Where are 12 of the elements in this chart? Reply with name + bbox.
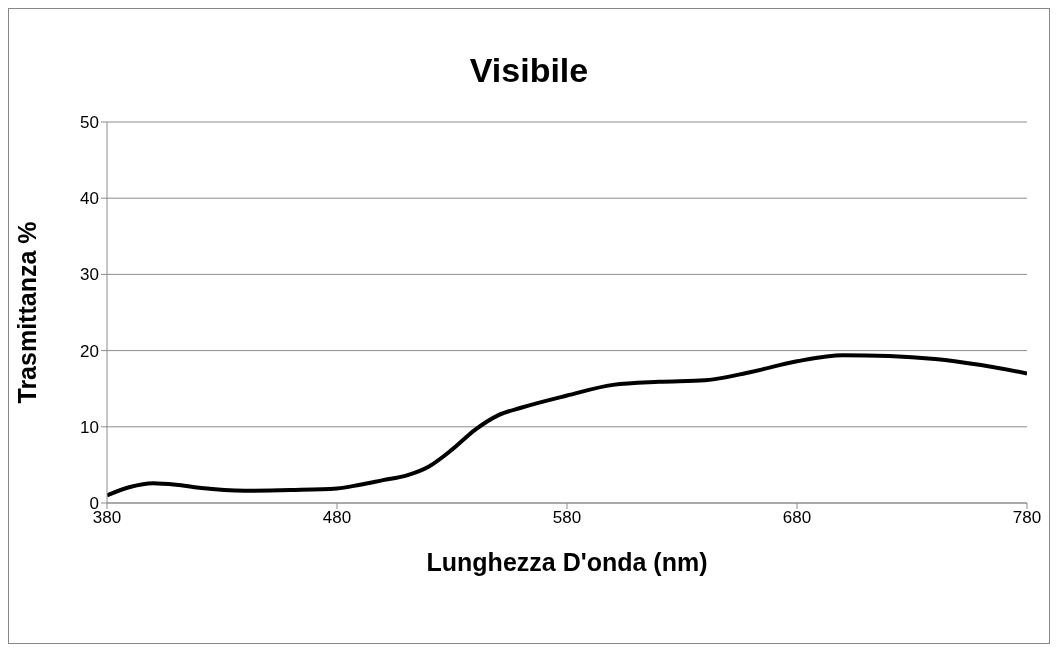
y-tick-label: 40: [80, 189, 99, 209]
y-tick-label: 50: [80, 113, 99, 133]
x-tick-label: 480: [322, 508, 352, 528]
y-tick-label: 10: [80, 417, 99, 437]
chart-title: Visibile: [468, 51, 590, 90]
y-tick-label: 20: [80, 341, 99, 361]
y-axis-title: Trasmittanza %: [12, 221, 41, 404]
x-tick-label: 580: [552, 508, 582, 528]
x-axis-title: Lunghezza D'onda (nm): [426, 548, 708, 576]
x-tick-label: 780: [1012, 508, 1042, 528]
x-tick-label: 680: [782, 508, 812, 528]
y-tick-label: 30: [80, 265, 99, 285]
